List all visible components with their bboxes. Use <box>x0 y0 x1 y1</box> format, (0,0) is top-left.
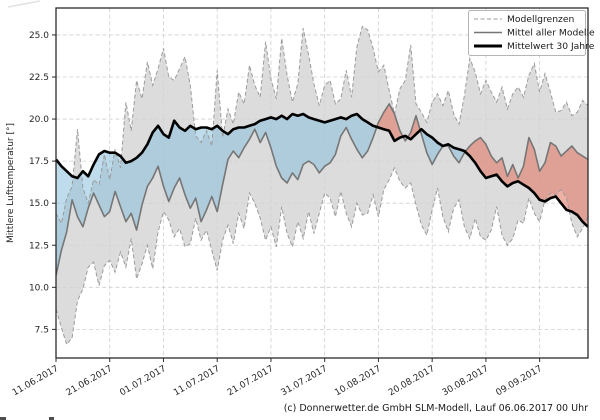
y-tick-label: 17.5 <box>29 157 49 167</box>
legend: Modellgrenzen Mittel aller Modelle Mitte… <box>468 10 595 56</box>
copyright-caption: (c) Donnerwetter.de GmbH SLM-Modell, Lau… <box>284 403 588 414</box>
y-tick-label: 25.0 <box>29 31 49 41</box>
x-tick-label: 31.07.2017 <box>280 364 330 398</box>
y-tick-label: 20.0 <box>29 115 49 125</box>
cooler-than-normal-fill <box>56 114 377 276</box>
y-tick-label: 7.5 <box>35 325 49 335</box>
x-tick-label: 11.07.2017 <box>172 364 222 398</box>
x-tick-label: 30.08.2017 <box>441 364 491 398</box>
legend-label-mittelwert-30-jahre: Mittelwert 30 Jahre <box>507 41 595 52</box>
legend-label-mittel-aller-modelle: Mittel aller Modelle <box>507 28 595 39</box>
x-tick-label: 10.08.2017 <box>333 364 383 398</box>
y-tick-label: 12.5 <box>29 241 49 251</box>
y-tick-label: 10.0 <box>29 283 49 293</box>
y-tick-label: 22.5 <box>29 73 49 83</box>
screenshot-artifact-bottom-left-2 <box>49 417 54 420</box>
warmer-than-normal-fill <box>465 137 588 227</box>
legend-label-modellgrenzen: Modellgrenzen <box>507 14 574 25</box>
x-tick-label: 01.07.2017 <box>118 364 168 398</box>
model-range-band <box>56 26 588 345</box>
model-min-line <box>55 166 589 346</box>
y-axis-title: Mittlere Lufttemperatur [°] <box>6 123 16 243</box>
screenshot-artifact-bottom-left <box>0 417 6 420</box>
x-tick-label: 21.06.2017 <box>65 364 115 398</box>
model-mean-line <box>55 103 589 276</box>
model-max-line <box>55 25 589 225</box>
x-tick-label: 21.07.2017 <box>226 364 276 398</box>
plot-frame <box>55 7 589 359</box>
x-tick-label: 11.06.2017 <box>11 364 61 398</box>
x-tick-label: 20.08.2017 <box>387 364 437 398</box>
mean-30-years-line <box>54 112 589 228</box>
legend-box <box>468 10 586 56</box>
x-tick-label: 09.09.2017 <box>495 364 545 398</box>
y-tick-label: 15.0 <box>29 199 49 209</box>
data-series-layer <box>54 25 589 346</box>
screenshot-artifact-topleft <box>7 0 41 8</box>
